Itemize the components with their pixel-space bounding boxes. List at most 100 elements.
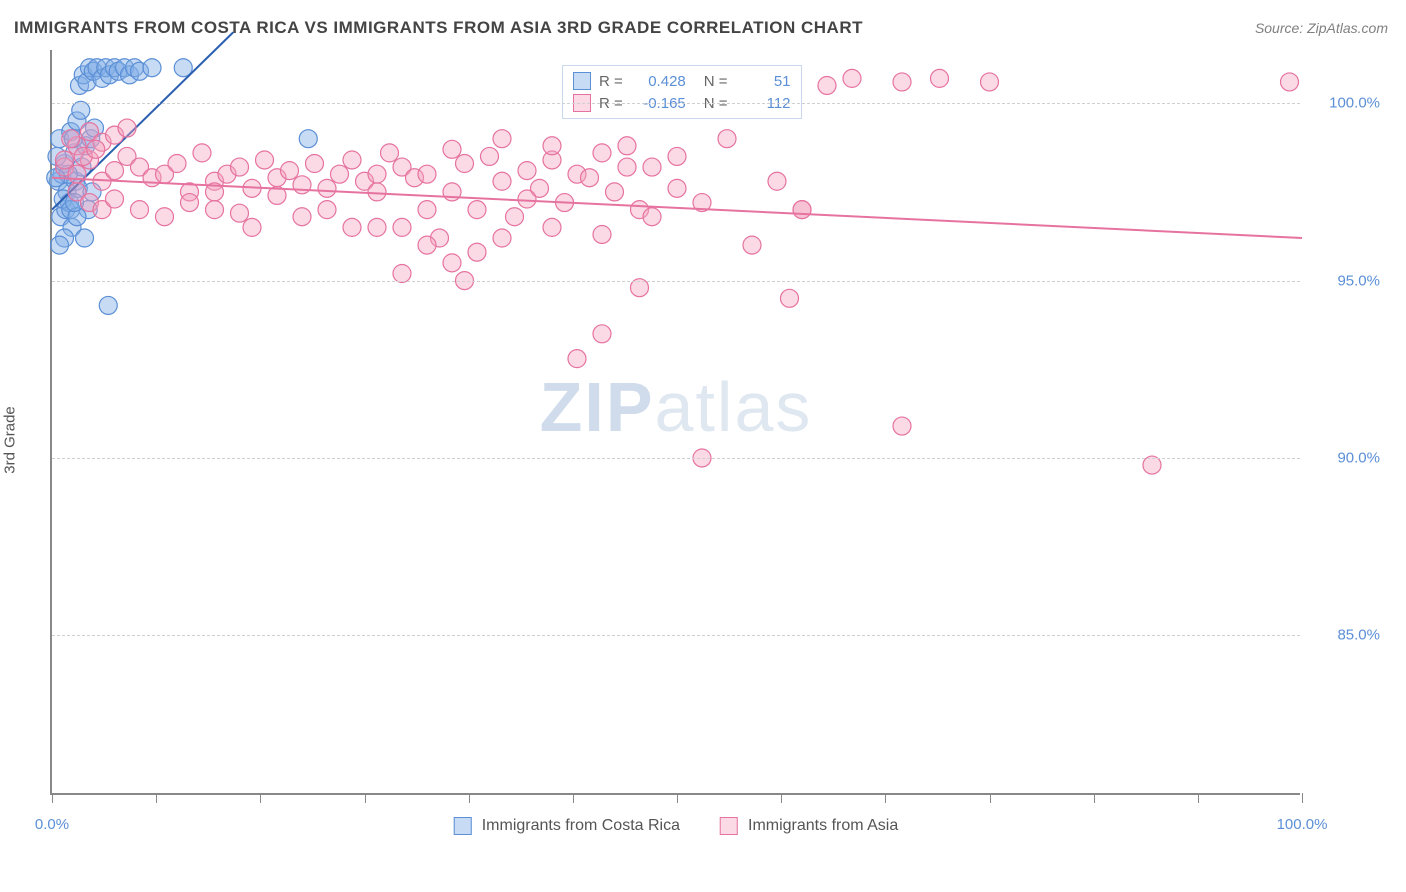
data-point — [106, 162, 124, 180]
data-point — [418, 165, 436, 183]
data-point — [743, 236, 761, 254]
data-point — [368, 165, 386, 183]
x-tick — [156, 793, 157, 803]
legend-n-value: 51 — [736, 73, 791, 90]
data-point — [481, 147, 499, 165]
data-point — [331, 165, 349, 183]
data-point — [618, 158, 636, 176]
x-tick — [1094, 793, 1095, 803]
data-point — [668, 147, 686, 165]
data-point — [293, 208, 311, 226]
data-point — [618, 137, 636, 155]
data-point — [893, 417, 911, 435]
data-point — [781, 289, 799, 307]
x-tick — [885, 793, 886, 803]
data-point — [76, 229, 94, 247]
x-tick — [781, 793, 782, 803]
data-point — [493, 130, 511, 148]
data-point — [168, 155, 186, 173]
gridline — [52, 458, 1300, 459]
x-tick — [52, 793, 53, 803]
data-point — [893, 73, 911, 91]
data-point — [231, 204, 249, 222]
data-point — [606, 183, 624, 201]
data-point — [56, 151, 74, 169]
data-point — [1281, 73, 1299, 91]
data-point — [368, 218, 386, 236]
data-point — [193, 144, 211, 162]
data-point — [318, 201, 336, 219]
data-point — [443, 254, 461, 272]
data-point — [456, 155, 474, 173]
x-tick — [990, 793, 991, 803]
data-point — [493, 172, 511, 190]
data-point — [62, 130, 80, 148]
source-attribution: Source: ZipAtlas.com — [1255, 20, 1388, 36]
data-point — [931, 69, 949, 87]
data-point — [543, 137, 561, 155]
data-point — [87, 140, 105, 158]
x-tick — [365, 793, 366, 803]
legend-n-label: N = — [704, 73, 728, 90]
data-point — [818, 76, 836, 94]
legend-row: R =0.428N =51 — [573, 70, 791, 92]
data-point — [981, 73, 999, 91]
data-point — [593, 225, 611, 243]
data-point — [468, 243, 486, 261]
legend-swatch — [720, 817, 738, 835]
plot-container: 3rd Grade ZIPatlas R =0.428N =51R =-0.16… — [50, 50, 1390, 830]
gridline — [52, 635, 1300, 636]
x-tick — [1302, 793, 1303, 803]
data-point — [418, 236, 436, 254]
y-tick-label: 95.0% — [1310, 272, 1380, 289]
data-point — [231, 158, 249, 176]
x-tick-label: 100.0% — [1277, 816, 1328, 833]
x-tick — [1198, 793, 1199, 803]
data-point — [768, 172, 786, 190]
data-point — [206, 201, 224, 219]
data-point — [51, 236, 69, 254]
data-point — [581, 169, 599, 187]
chart-svg — [52, 50, 1302, 795]
data-point — [393, 218, 411, 236]
data-point — [106, 190, 124, 208]
data-point — [468, 201, 486, 219]
data-point — [493, 229, 511, 247]
gridline — [52, 281, 1300, 282]
data-point — [443, 140, 461, 158]
data-point — [643, 208, 661, 226]
data-point — [518, 162, 536, 180]
data-point — [156, 208, 174, 226]
correlation-legend: R =0.428N =51R =-0.165N =112 — [562, 65, 802, 119]
y-axis-label: 3rd Grade — [2, 406, 19, 474]
data-point — [668, 179, 686, 197]
legend-swatch — [454, 817, 472, 835]
data-point — [181, 194, 199, 212]
x-tick — [677, 793, 678, 803]
legend-label: Immigrants from Costa Rica — [482, 817, 680, 835]
legend-item: Immigrants from Asia — [720, 817, 898, 835]
data-point — [418, 201, 436, 219]
legend-item: Immigrants from Costa Rica — [454, 817, 680, 835]
x-tick — [260, 793, 261, 803]
data-point — [299, 130, 317, 148]
y-tick-label: 90.0% — [1310, 449, 1380, 466]
gridline — [52, 103, 1300, 104]
x-tick — [573, 793, 574, 803]
data-point — [518, 190, 536, 208]
data-point — [593, 325, 611, 343]
data-point — [643, 158, 661, 176]
chart-title: IMMIGRANTS FROM COSTA RICA VS IMMIGRANTS… — [14, 18, 863, 38]
data-point — [568, 350, 586, 368]
data-point — [118, 119, 136, 137]
data-point — [243, 218, 261, 236]
data-point — [256, 151, 274, 169]
data-point — [68, 165, 86, 183]
x-tick-label: 0.0% — [35, 816, 69, 833]
plot-area: ZIPatlas R =0.428N =51R =-0.165N =112 Im… — [50, 50, 1300, 795]
y-tick-label: 100.0% — [1310, 95, 1380, 112]
data-point — [843, 69, 861, 87]
data-point — [143, 59, 161, 77]
data-point — [543, 218, 561, 236]
data-point — [793, 201, 811, 219]
